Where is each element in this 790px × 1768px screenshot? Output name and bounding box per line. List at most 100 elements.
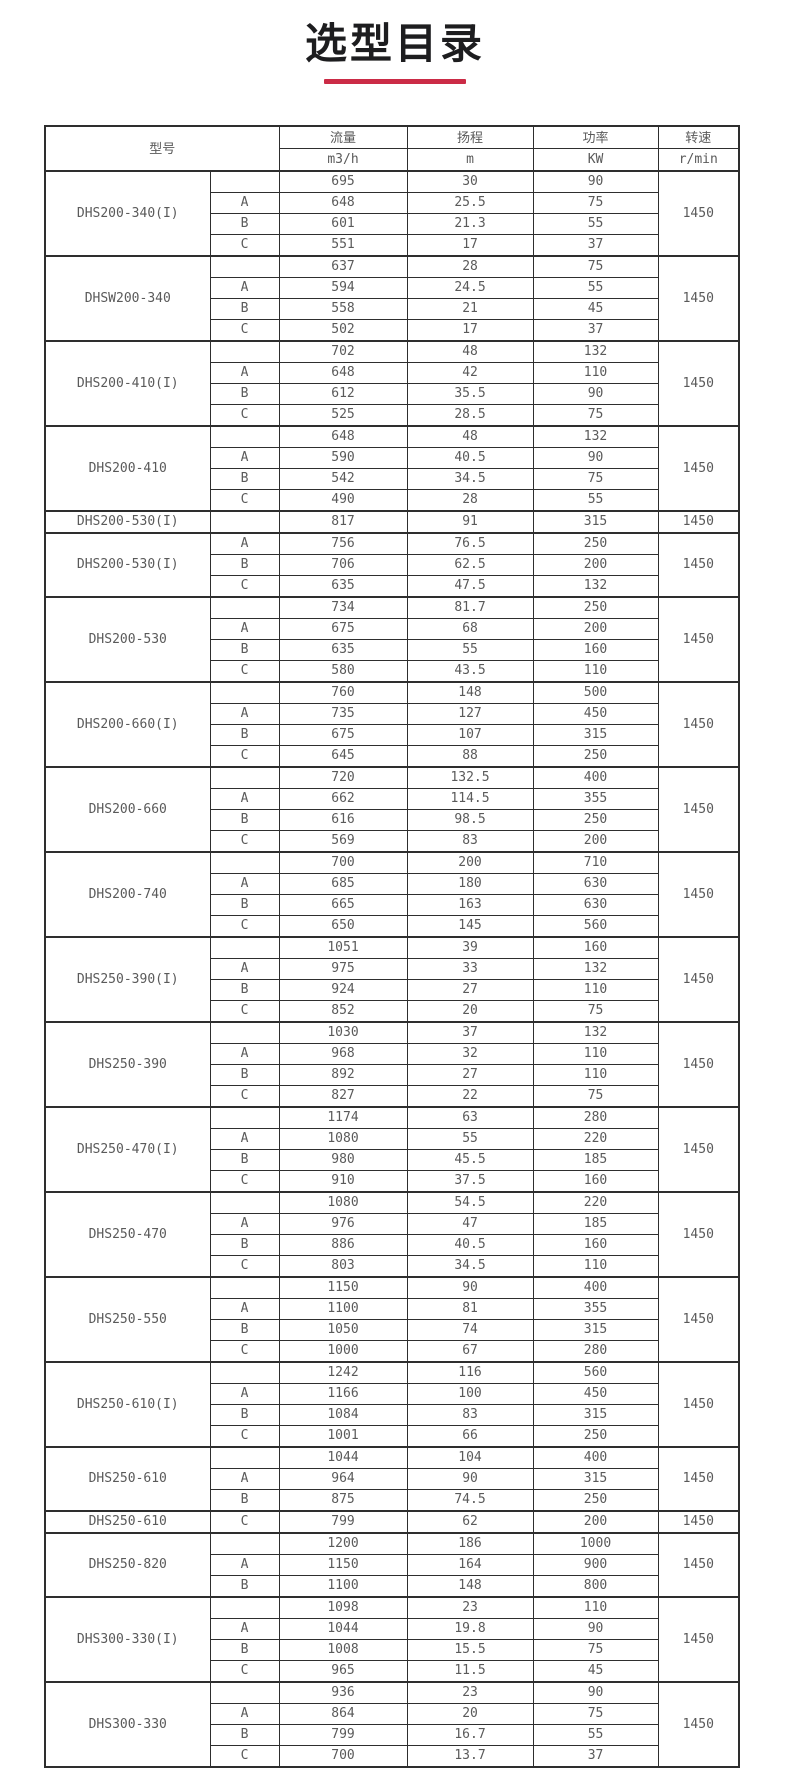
variant-cell: C	[209, 1660, 280, 1683]
head-value-cell: 55	[406, 639, 534, 662]
head-value-cell: 28	[406, 255, 534, 279]
power-value-cell: 160	[532, 1234, 659, 1257]
flow-value-cell: 1200	[278, 1532, 408, 1556]
head-value-cell: 148	[406, 681, 534, 705]
head-value-cell: 37.5	[406, 1170, 534, 1193]
model-cell: DHS200-530(I)	[44, 510, 211, 534]
head-value-cell: 20	[406, 1703, 534, 1726]
model-cell: DHS200-660(I)	[44, 681, 211, 768]
flow-value-cell: 864	[278, 1703, 408, 1726]
head-value-cell: 90	[406, 1276, 534, 1300]
table-row: C 502 17 37	[45, 319, 739, 342]
head-value-cell: 88	[406, 745, 534, 768]
variant-cell: B	[209, 639, 280, 662]
flow-value-cell: 1084	[278, 1404, 408, 1427]
variant-cell: C	[209, 915, 280, 938]
flow-value-cell: 635	[278, 575, 408, 598]
head-value-cell: 40.5	[406, 1234, 534, 1257]
power-value-cell: 55	[532, 1724, 659, 1747]
power-value-cell: 132	[532, 575, 659, 598]
flow-value-cell: 1080	[278, 1128, 408, 1151]
flow-value-cell: 1050	[278, 1319, 408, 1342]
variant-cell: B	[209, 1575, 280, 1598]
flow-value-cell: 637	[278, 255, 408, 279]
flow-value-cell: 756	[278, 532, 408, 556]
power-value-cell: 75	[532, 192, 659, 215]
variant-cell	[209, 1021, 280, 1045]
power-value-cell: 250	[532, 745, 659, 768]
model-cell: DHSW200-340	[44, 255, 211, 342]
head-value-cell: 40.5	[406, 447, 534, 470]
power-value-cell: 90	[532, 1681, 659, 1705]
variant-cell: C	[209, 1170, 280, 1193]
head-value-cell: 28.5	[406, 404, 534, 427]
table-row: DHS250-610(I) 1242 116 560 1450	[44, 1361, 740, 1448]
table-row: B 706 62.5 200	[45, 554, 739, 577]
head-value-cell: 116	[406, 1361, 534, 1385]
model-cell: DHS250-390(I)	[44, 936, 211, 1023]
table-row: DHS250-550 1150 90 400 1450	[44, 1276, 740, 1363]
flow-value-cell: 525	[278, 404, 408, 427]
flow-value-cell: 910	[278, 1170, 408, 1193]
table-row: DHS250-470 1080 54.5 220 1450	[44, 1191, 740, 1278]
head-value-cell: 74.5	[406, 1489, 534, 1512]
variant-cell: B	[209, 1319, 280, 1342]
variant-cell	[209, 1361, 280, 1385]
flow-value-cell: 1008	[278, 1639, 408, 1662]
flow-value-cell: 645	[278, 745, 408, 768]
flow-value-cell: 827	[278, 1085, 408, 1108]
speed-value-cell: 1450	[657, 170, 740, 257]
speed-value-cell: 1450	[657, 1276, 740, 1363]
head-value-cell: 22	[406, 1085, 534, 1108]
flow-value-cell: 580	[278, 660, 408, 683]
power-value-cell: 560	[532, 1361, 659, 1385]
power-value-cell: 355	[532, 1298, 659, 1321]
column-header-head: 扬程	[406, 125, 534, 150]
variant-cell: A	[209, 532, 280, 556]
variant-cell: A	[209, 1298, 280, 1321]
variant-cell: C	[209, 1340, 280, 1363]
table-row: DHS250-390(I) 1051 39 160 1450	[44, 936, 740, 1023]
power-value-cell: 500	[532, 681, 659, 705]
variant-cell: B	[209, 1724, 280, 1747]
head-value-cell: 28	[406, 489, 534, 512]
table-row: DHS300-330(I) 1098 23 110 1450	[44, 1596, 740, 1683]
power-value-cell: 250	[532, 532, 659, 556]
power-value-cell: 800	[532, 1575, 659, 1598]
head-value-cell: 34.5	[406, 1255, 534, 1278]
variant-cell	[209, 425, 280, 449]
variant-cell: B	[209, 298, 280, 321]
variant-cell: C	[209, 1000, 280, 1023]
head-value-cell: 67	[406, 1340, 534, 1363]
table-row: C 910 37.5 160	[45, 1170, 739, 1193]
variant-cell: A	[209, 1043, 280, 1066]
flow-value-cell: 650	[278, 915, 408, 938]
head-value-cell: 17	[406, 319, 534, 342]
variant-cell	[209, 1106, 280, 1130]
speed-value-cell: 1450	[657, 1021, 740, 1108]
head-value-cell: 145	[406, 915, 534, 938]
column-unit-power: KW	[532, 148, 659, 173]
variant-cell: A	[209, 1128, 280, 1151]
table-row: DHS200-530(I) A 756 76.5 250 1450	[44, 532, 740, 598]
table-row: DHS250-610 1044 104 400 1450	[44, 1446, 740, 1512]
table-row: B 612 35.5 90	[45, 383, 739, 406]
flow-value-cell: 799	[278, 1724, 408, 1747]
variant-cell	[209, 340, 280, 364]
power-value-cell: 110	[532, 1043, 659, 1066]
flow-value-cell: 1100	[278, 1298, 408, 1321]
variant-cell: C	[209, 1425, 280, 1448]
variant-cell: B	[209, 1639, 280, 1662]
flow-value-cell: 1150	[278, 1276, 408, 1300]
model-cell: DHS250-820	[44, 1532, 211, 1598]
flow-value-cell: 612	[278, 383, 408, 406]
table-row: DHS250-470(I) 1174 63 280 1450	[44, 1106, 740, 1193]
table-row: DHS200-410(I) 702 48 132 1450	[44, 340, 740, 427]
power-value-cell: 75	[532, 1639, 659, 1662]
table-row: B 665 163 630	[45, 894, 739, 917]
variant-cell: B	[209, 894, 280, 917]
variant-cell: B	[209, 1234, 280, 1257]
power-value-cell: 200	[532, 618, 659, 641]
model-cell: DHS300-330(I)	[44, 1596, 211, 1683]
head-value-cell: 54.5	[406, 1191, 534, 1215]
